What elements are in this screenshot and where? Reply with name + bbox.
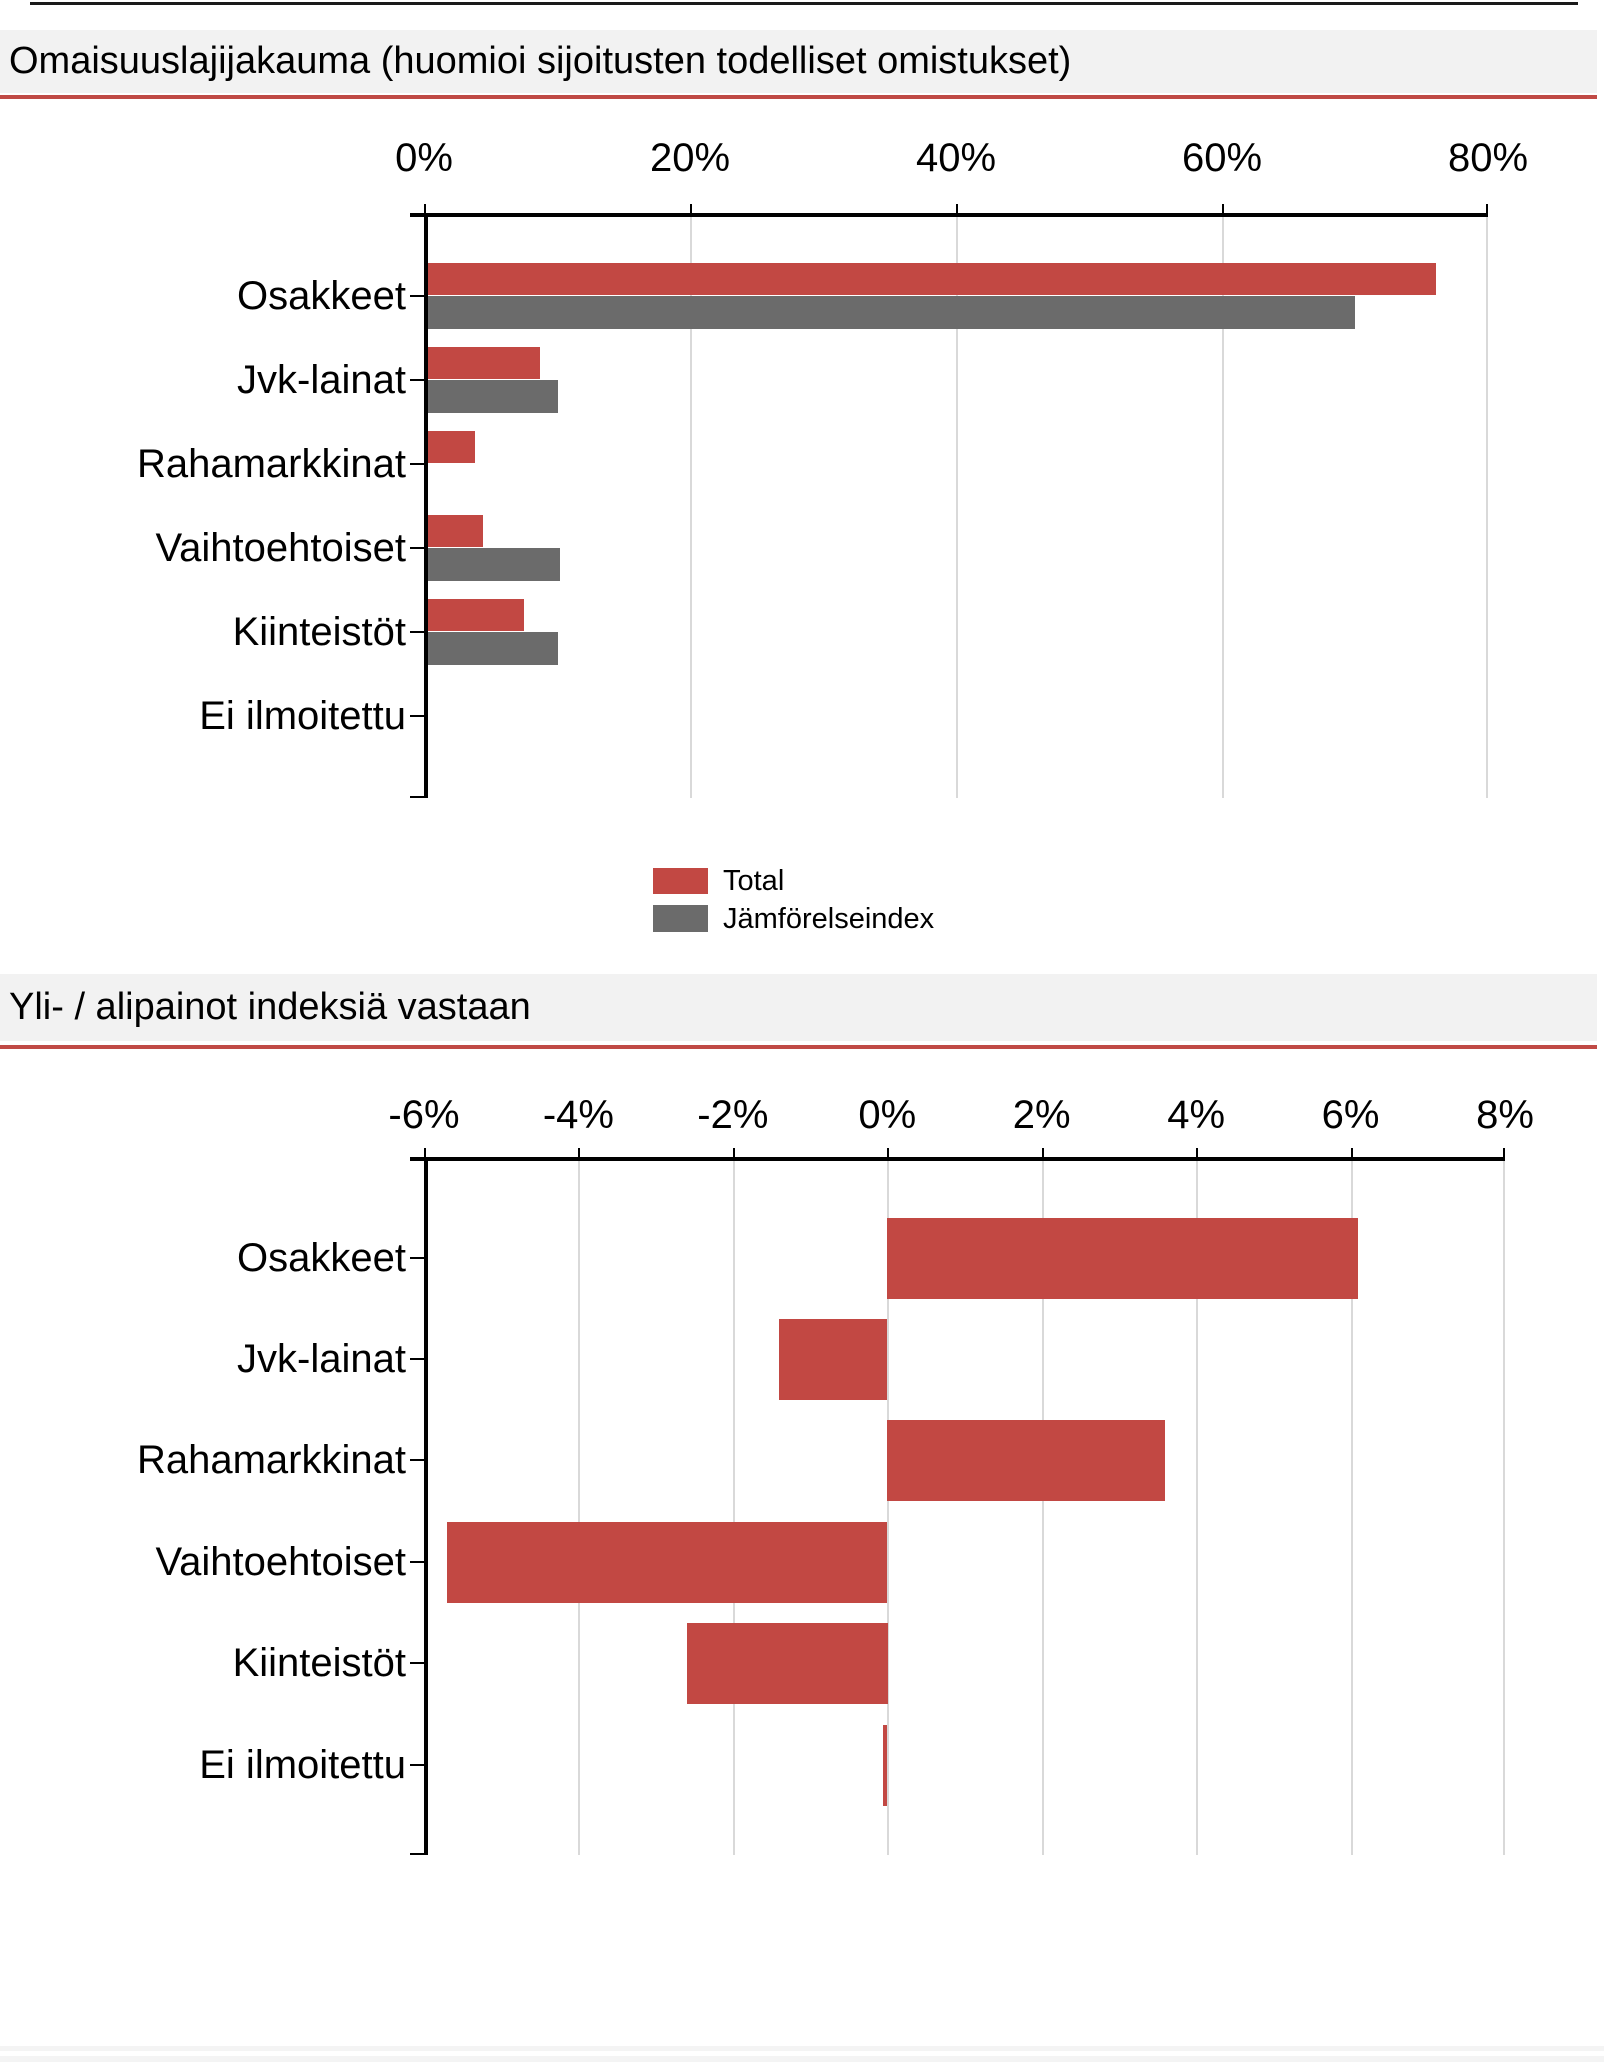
category-label: Osakkeet — [237, 274, 406, 318]
axis-end-tick — [410, 796, 424, 798]
category-tick — [410, 1764, 424, 1766]
gridline — [887, 1157, 889, 1855]
x-axis-tick-label: 40% — [915, 136, 997, 180]
bar-yli-alipaino — [447, 1522, 887, 1603]
x-axis-tick-label: -4% — [542, 1093, 614, 1137]
category-label: Ei ilmoitettu — [199, 1743, 406, 1787]
x-axis-line — [410, 1157, 1505, 1161]
axis-end-tick — [410, 1853, 424, 1855]
x-axis-tick — [956, 204, 958, 213]
gridline — [578, 1157, 580, 1855]
x-axis-tick — [690, 204, 692, 213]
total-swatch — [653, 868, 708, 894]
category-label: Rahamarkkinat — [136, 1438, 406, 1482]
top-border-line — [30, 2, 1578, 5]
plot-area — [410, 204, 1488, 798]
gridline — [1486, 213, 1488, 798]
legend-label: Total — [723, 865, 785, 897]
x-axis-line — [410, 213, 1488, 217]
category-label: Kiinteistöt — [232, 610, 406, 654]
bar-yli-alipaino — [883, 1725, 887, 1806]
category-tick — [410, 631, 424, 633]
gridline — [1503, 1157, 1505, 1855]
category-tick — [410, 379, 424, 381]
section-title: Yli- / alipainot indeksiä vastaan — [9, 986, 531, 1028]
bar-total — [428, 263, 1436, 295]
x-axis-tick-label: 2% — [1012, 1093, 1071, 1137]
x-axis-tick-label: 6% — [1321, 1093, 1380, 1137]
legend-label: Jämförelseindex — [723, 903, 935, 935]
category-label: Kiinteistöt — [232, 1641, 406, 1685]
bar-total — [428, 347, 540, 379]
bar-yli-alipaino — [687, 1623, 888, 1704]
section-header-asset-allocation: Omaisuuslajijakauma (huomioi sijoitusten… — [0, 30, 1597, 93]
section-rule — [0, 1045, 1597, 1049]
bottom-divider — [0, 2046, 1604, 2051]
category-tick — [410, 1561, 424, 1563]
x-axis-tick-label: 60% — [1181, 136, 1263, 180]
x-axis-tick — [1196, 1148, 1198, 1157]
gridline — [1222, 213, 1224, 798]
category-label: Osakkeet — [237, 1236, 406, 1280]
x-axis-tick — [1486, 204, 1488, 213]
plot-area — [410, 1148, 1505, 1855]
category-tick — [410, 1459, 424, 1461]
x-axis-tick — [578, 1148, 580, 1157]
x-axis-tick-label: 20% — [649, 136, 731, 180]
bar-yli-alipaino — [887, 1218, 1358, 1299]
category-tick — [410, 295, 424, 297]
index-swatch — [653, 905, 708, 932]
y-axis-line — [424, 1157, 428, 1855]
bar-j-mf-relseindex — [428, 296, 1355, 329]
gridline — [733, 1157, 735, 1855]
x-axis-tick-label: 8% — [1476, 1093, 1534, 1137]
x-axis-tick — [1222, 204, 1224, 213]
gridline — [690, 213, 692, 798]
section-rule — [0, 95, 1597, 99]
gridline — [1351, 1157, 1353, 1855]
bar-j-mf-relseindex — [428, 380, 558, 413]
x-axis-tick — [887, 1148, 889, 1157]
x-axis-tick-label: 0% — [395, 136, 453, 180]
x-axis-tick — [1351, 1148, 1353, 1157]
gridline — [956, 213, 958, 798]
bar-total — [428, 599, 524, 631]
category-tick — [410, 547, 424, 549]
category-tick — [410, 1662, 424, 1664]
x-axis-tick — [733, 1148, 735, 1157]
y-axis-line — [424, 213, 428, 798]
bar-j-mf-relseindex — [428, 632, 558, 665]
x-axis-tick — [424, 1148, 426, 1157]
category-label: Vaihtoehtoiset — [155, 526, 406, 570]
bar-j-mf-relseindex — [428, 548, 560, 581]
x-axis-tick — [1042, 1148, 1044, 1157]
x-axis-tick-label: 4% — [1167, 1093, 1226, 1137]
x-axis-tick — [1503, 1148, 1505, 1157]
x-axis-tick-label: -2% — [697, 1093, 769, 1137]
category-tick — [410, 463, 424, 465]
category-tick — [410, 1358, 424, 1360]
category-tick — [410, 715, 424, 717]
gridline — [1196, 1157, 1198, 1855]
bar-total — [428, 431, 475, 463]
category-label: Jvk-lainat — [237, 358, 406, 402]
bar-total — [428, 515, 483, 547]
x-axis-tick-label: -6% — [388, 1093, 460, 1137]
x-axis-tick-label: 0% — [858, 1093, 917, 1137]
gridline — [1042, 1157, 1044, 1855]
category-label: Ei ilmoitettu — [199, 694, 406, 738]
section-title: Omaisuuslajijakauma (huomioi sijoitusten… — [9, 40, 1072, 82]
bar-yli-alipaino — [779, 1319, 887, 1400]
category-label: Rahamarkkinat — [136, 442, 406, 486]
category-label: Jvk-lainat — [237, 1337, 406, 1381]
bottom-divider — [0, 2056, 1604, 2062]
section-header-over-underweights: Yli- / alipainot indeksiä vastaan — [0, 974, 1597, 1041]
category-tick — [410, 1257, 424, 1259]
bar-yli-alipaino — [887, 1420, 1165, 1501]
category-label: Vaihtoehtoiset — [155, 1540, 406, 1584]
x-axis-tick — [424, 204, 426, 213]
x-axis-tick-label: 80% — [1447, 136, 1529, 180]
